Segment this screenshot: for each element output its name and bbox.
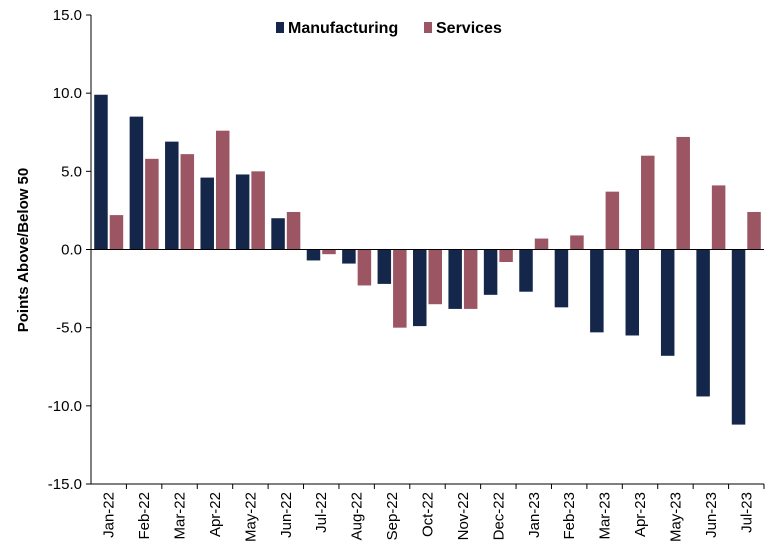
bar-manufacturing-feb-22 — [129, 116, 144, 250]
x-tick-label: Sep-22 — [384, 492, 401, 540]
bar-services-jul-23 — [747, 211, 761, 250]
bar-manufacturing-jan-23 — [519, 249, 533, 292]
x-tick-label: May-22 — [242, 492, 259, 542]
bar-services-jun-23 — [711, 185, 726, 250]
bar-services-aug-22 — [357, 249, 372, 286]
bar-manufacturing-jan-22 — [94, 94, 108, 250]
y-tick-label: -15.0 — [48, 476, 82, 493]
bar-manufacturing-dec-22 — [483, 249, 498, 295]
x-tick-label: Mar-22 — [172, 492, 189, 540]
bar-services-may-22 — [251, 171, 265, 250]
bar-manufacturing-mar-23 — [590, 249, 604, 333]
x-tick-label: Jan-23 — [526, 492, 543, 538]
x-tick-label: Jun-22 — [278, 492, 295, 538]
bar-services-jan-22 — [109, 215, 124, 250]
y-tick-label: 15.0 — [53, 7, 82, 24]
bar-services-dec-22 — [499, 249, 513, 263]
bar-services-nov-22 — [463, 249, 478, 309]
bar-services-apr-22 — [215, 130, 230, 250]
y-tick-label: 5.0 — [61, 163, 82, 180]
bar-services-feb-22 — [145, 158, 159, 250]
x-tick-label: Nov-22 — [455, 492, 472, 540]
bar-services-jun-22 — [286, 211, 301, 250]
y-tick-label: -5.0 — [56, 320, 82, 337]
bar-manufacturing-aug-22 — [342, 249, 356, 264]
bar-manufacturing-may-23 — [660, 249, 675, 356]
bar-manufacturing-apr-23 — [625, 249, 640, 336]
y-tick-label: 10.0 — [53, 85, 82, 102]
bar-manufacturing-apr-22 — [200, 177, 214, 250]
legend-swatch-manufacturing — [276, 22, 284, 33]
x-tick-label: Jun-23 — [703, 492, 720, 538]
x-tick-label: Jul-22 — [313, 492, 330, 533]
x-tick-label: Apr-22 — [207, 492, 224, 537]
x-axis-tick-labels: Jan-22 Feb-22 Mar-22 Apr-22 May-22 Jun-22 Jul-… — [101, 484, 765, 542]
bar-manufacturing-may-22 — [235, 174, 250, 250]
y-tick-label: 0.0 — [61, 242, 82, 259]
bar-services-jul-22 — [322, 249, 336, 255]
bar-services-oct-22 — [428, 249, 442, 305]
x-tick-label: Jan-22 — [101, 492, 118, 538]
bar-manufacturing-jul-22 — [306, 249, 321, 261]
bar-manufacturing-oct-22 — [413, 249, 427, 327]
legend-label-services: Services — [436, 20, 502, 37]
legend-label-manufacturing: Manufacturing — [288, 20, 398, 37]
bar-services-apr-23 — [641, 155, 655, 250]
x-tick-label: Aug-22 — [349, 492, 366, 540]
x-tick-label: Jul-23 — [738, 492, 755, 533]
x-tick-label: Apr-23 — [632, 492, 649, 537]
bar-services-may-23 — [676, 136, 690, 250]
bar-manufacturing-jun-22 — [271, 218, 285, 250]
bar-manufacturing-sep-22 — [377, 249, 392, 284]
bar-manufacturing-feb-23 — [554, 249, 569, 308]
bar-manufacturing-jul-23 — [731, 249, 746, 425]
x-tick-label: Oct-22 — [420, 492, 437, 537]
x-tick-label: May-23 — [667, 492, 684, 542]
x-tick-label: Mar-23 — [597, 492, 614, 540]
bars — [94, 94, 761, 425]
bar-services-sep-22 — [393, 249, 407, 328]
bar-services-mar-23 — [605, 191, 620, 250]
bar-manufacturing-mar-22 — [165, 141, 179, 250]
bar-services-jan-23 — [534, 238, 549, 250]
bar-manufacturing-nov-22 — [448, 249, 462, 309]
x-tick-label: Feb-23 — [561, 492, 578, 540]
x-tick-label: Feb-22 — [136, 492, 153, 540]
x-tick-label: Dec-22 — [490, 492, 507, 540]
bar-manufacturing-jun-23 — [696, 249, 710, 397]
legend-swatch-services — [424, 22, 432, 33]
bar-services-mar-22 — [180, 154, 195, 250]
legend: Manufacturing Services — [276, 20, 502, 37]
y-axis-title: Points Above/Below 50 — [15, 168, 32, 332]
bar-services-feb-23 — [570, 235, 584, 250]
y-axis-ticks: 15.0 10.0 5.0 0.0 -5.0 -10.0 -15.0 — [48, 7, 91, 493]
y-tick-label: -10.0 — [48, 398, 82, 415]
